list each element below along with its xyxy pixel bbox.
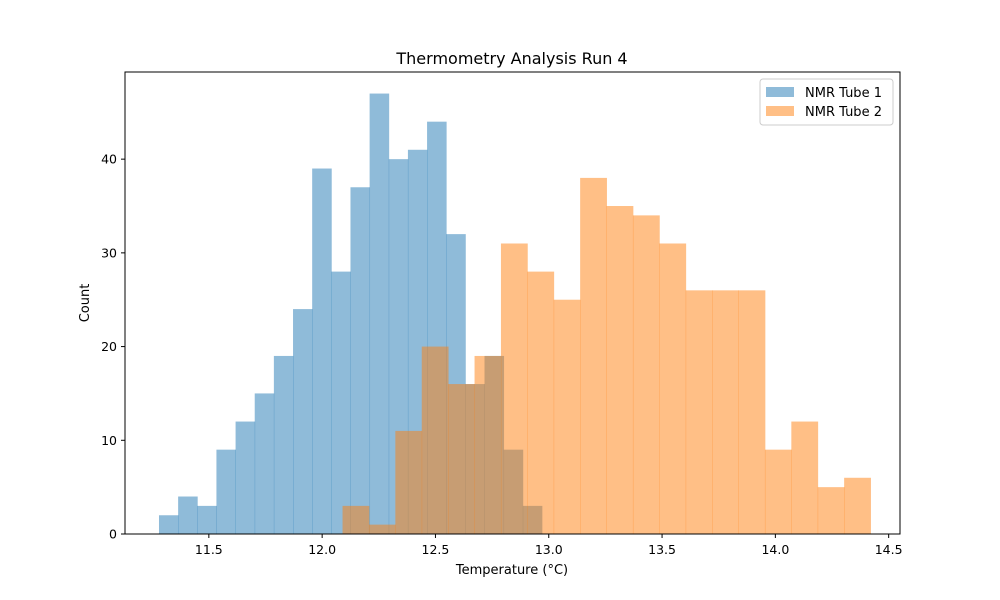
x-tick-label: 12.0 <box>308 542 336 557</box>
histogram-bar-series-1 <box>216 449 236 534</box>
histogram-bar-series-1 <box>235 421 256 534</box>
x-tick-label: 12.5 <box>422 542 450 557</box>
plot-frame <box>124 71 901 535</box>
histogram-bar-series-2 <box>685 290 713 534</box>
histogram-bar-series-2 <box>659 243 687 534</box>
y-tick-label: 10 <box>101 433 117 448</box>
histogram-bar-series-2 <box>500 243 528 534</box>
x-axis-ticks: 11.5 12.0 12.5 13.0 13.5 14.0 14.5 <box>195 534 903 557</box>
legend-swatch-series-2 <box>766 106 794 116</box>
histogram-bar-series-2 <box>791 421 819 534</box>
histogram-bar-series-1 <box>350 187 371 534</box>
histogram-bar-series-1 <box>312 168 332 535</box>
histogram-bar-series-2 <box>553 299 581 534</box>
histogram-bar-series-2 <box>474 355 502 534</box>
x-tick-label: 14.0 <box>761 542 789 557</box>
x-tick-label: 14.5 <box>875 542 903 557</box>
histogram-bar-series-1 <box>293 309 313 534</box>
histogram-bar-series-2 <box>606 206 634 534</box>
histogram-bar-series-1 <box>158 515 179 534</box>
x-tick-label: 13.0 <box>535 542 563 557</box>
histogram-bar-series-2 <box>448 384 475 534</box>
x-tick-label: 11.5 <box>195 542 223 557</box>
histogram-bar-series-1 <box>331 271 351 534</box>
y-tick-label: 30 <box>101 245 117 260</box>
histogram-bar-series-2 <box>527 271 555 534</box>
y-tick-label: 20 <box>101 339 117 354</box>
legend-label-series-1: NMR Tube 1 <box>805 86 882 101</box>
legend: NMR Tube 1 NMR Tube 2 <box>759 78 894 126</box>
histogram-bar-series-2 <box>342 505 370 534</box>
x-tick-label: 13.5 <box>648 542 676 557</box>
x-axis-label: Temperature (°C) <box>455 563 568 578</box>
histogram-bar-series-1 <box>254 393 275 534</box>
legend-label-series-2: NMR Tube 2 <box>805 105 882 120</box>
histogram-bar-series-2 <box>712 290 739 534</box>
y-axis-ticks: 0 10 20 30 40 <box>101 152 125 542</box>
histogram-bar-series-2 <box>395 430 423 534</box>
histogram-bar-series-2 <box>368 524 396 534</box>
histogram-bar-series-1 <box>178 496 198 534</box>
histogram-bar-series-2 <box>844 477 871 534</box>
histogram-bar-series-2 <box>632 215 660 534</box>
y-tick-label: 40 <box>101 152 117 167</box>
histogram-bar-series-2 <box>421 346 449 534</box>
histogram-bar-series-2 <box>817 487 845 534</box>
y-tick-label: 0 <box>109 527 117 542</box>
bars-layer <box>158 93 871 535</box>
histogram-bar-series-2 <box>580 177 607 534</box>
chart-title: Thermometry Analysis Run 4 <box>395 49 627 68</box>
histogram-bar-series-2 <box>738 290 766 534</box>
histogram-bar-series-1 <box>369 93 390 535</box>
histogram-bar-series-1 <box>273 355 294 534</box>
y-axis-label: Count <box>78 284 93 323</box>
histogram-bar-series-1 <box>197 505 217 534</box>
histogram-bar-series-2 <box>764 449 792 534</box>
legend-swatch-series-1 <box>766 87 794 97</box>
